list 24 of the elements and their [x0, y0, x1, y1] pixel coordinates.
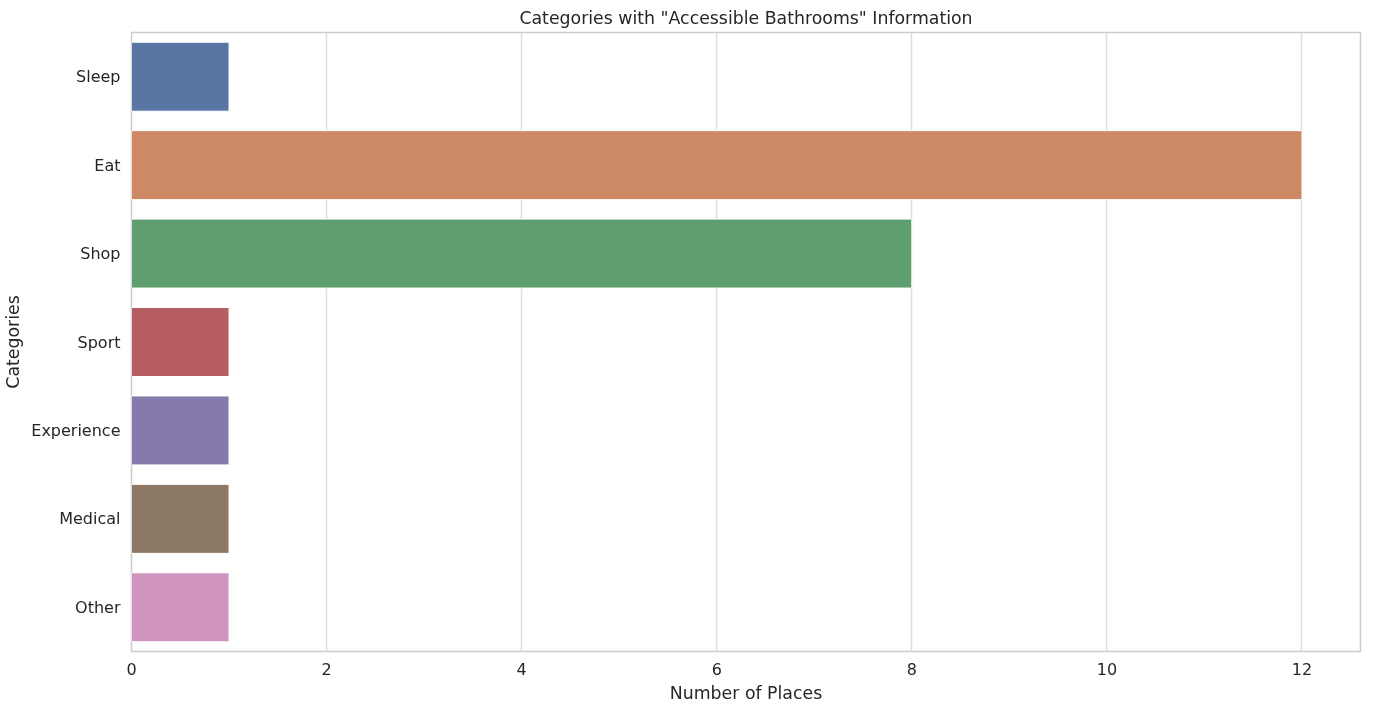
y-tick-label: Experience — [31, 420, 121, 440]
bar — [131, 395, 230, 466]
chart-title: Categories with "Accessible Bathrooms" Information — [519, 7, 973, 28]
bar — [131, 41, 230, 112]
y-tick-label: Other — [75, 597, 121, 617]
y-tick-label: Sleep — [76, 67, 121, 87]
x-axis-title: Number of Places — [669, 682, 823, 703]
bar — [131, 218, 913, 289]
bar — [131, 572, 230, 643]
x-tick-label: 2 — [321, 659, 332, 679]
x-tick-label: 10 — [1096, 659, 1118, 679]
y-tick-label: Shop — [80, 244, 121, 264]
y-tick-label: Medical — [59, 509, 121, 529]
bar — [131, 483, 230, 554]
x-tick-label: 0 — [126, 659, 137, 679]
bar — [131, 307, 230, 377]
bar — [131, 130, 1303, 201]
x-tick-label: 12 — [1291, 659, 1313, 679]
y-axis-title: Categories — [3, 295, 24, 389]
y-tick-label: Sport — [77, 332, 121, 352]
x-tick-label: 6 — [711, 659, 722, 679]
x-tick-label: 4 — [516, 659, 527, 679]
y-tick-label: Eat — [94, 155, 121, 175]
x-tick-label: 8 — [906, 659, 917, 679]
